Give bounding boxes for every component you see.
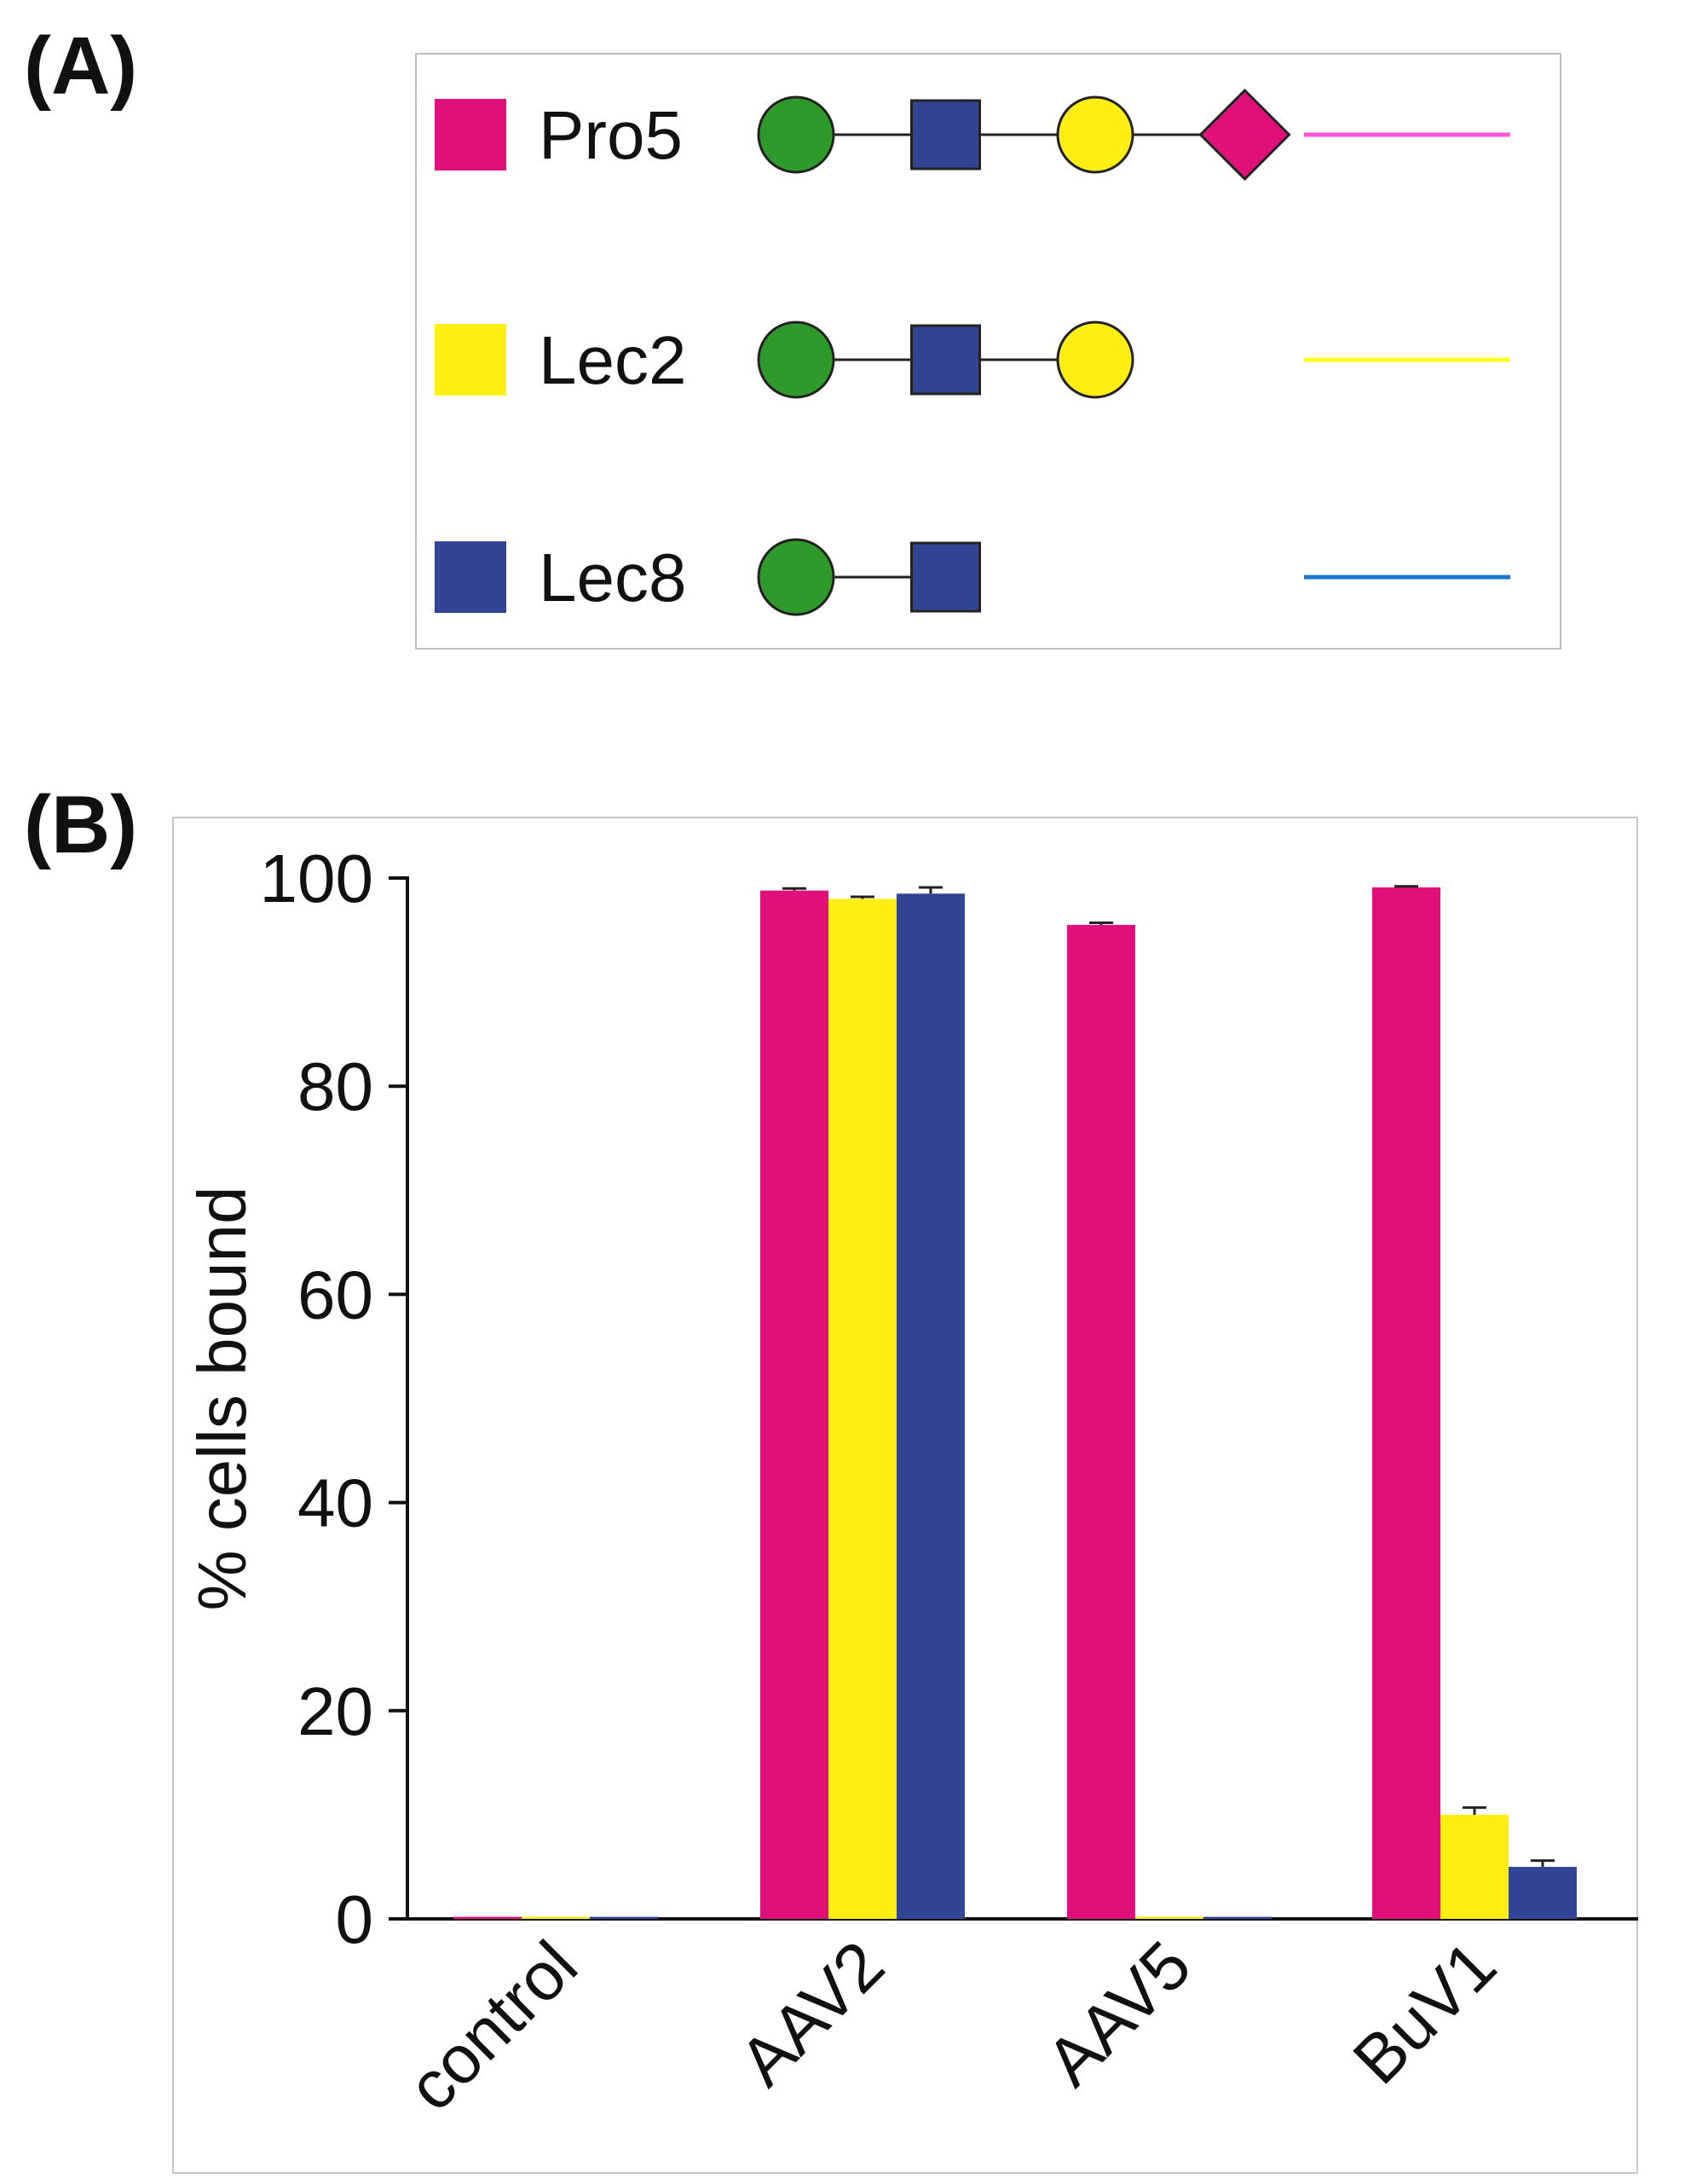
legend-label-lec8: Lec8: [539, 540, 686, 615]
legend-swatch-lec2: [435, 324, 506, 396]
bar-lec8-buv1: [1509, 1866, 1577, 1919]
galactose-circle-icon: [1056, 95, 1134, 174]
bar-lec2-aav2: [828, 898, 897, 1919]
glucose-circle-icon: [757, 538, 835, 616]
bar-pro5-control: [453, 1916, 522, 1919]
bar-lec2-buv1: [1440, 1814, 1509, 1919]
glcnac-square-icon: [910, 324, 981, 396]
x-tick-label-control: control: [393, 1927, 591, 2125]
glcnac-square-icon: [910, 541, 981, 613]
legend: Pro5 Lec2 Lec8: [435, 88, 1510, 616]
x-tick-label-aav5: AAV5: [1032, 1927, 1205, 2100]
bar-pro5-aav5: [1067, 924, 1135, 1919]
legend-label-lec2: Lec2: [539, 322, 686, 398]
y-tick-label: 0: [336, 1881, 374, 1957]
sialic-acid-diamond-icon: [1198, 88, 1291, 182]
glcnac-square-icon: [910, 99, 981, 170]
bar-lec8-control: [590, 1916, 658, 1919]
y-tick-label: 60: [297, 1257, 373, 1332]
bar-pro5-aav2: [760, 890, 828, 1919]
legend-swatch-pro5: [435, 99, 506, 170]
bar-lec2-aav5: [1135, 1916, 1203, 1919]
panel-a-label: (A): [24, 20, 138, 112]
y-tick-label: 80: [297, 1049, 373, 1124]
chart-frame: [172, 817, 1638, 2174]
x-tick-label-aav2: AAV2: [725, 1927, 898, 2100]
legend-label-pro5: Pro5: [539, 97, 683, 173]
y-tick-label: 100: [260, 841, 373, 916]
panel-b-label: (B): [24, 779, 138, 870]
glucose-circle-icon: [757, 95, 835, 174]
galactose-circle-icon: [1056, 321, 1134, 399]
glucose-circle-icon: [757, 321, 835, 399]
bar-lec2-control: [522, 1916, 590, 1919]
legend-swatch-lec8: [435, 541, 506, 613]
bar-pro5-buv1: [1372, 887, 1440, 1919]
y-tick-label: 40: [297, 1465, 373, 1541]
bar-lec8-aav5: [1203, 1916, 1272, 1919]
bar-lec8-aav2: [897, 893, 965, 1919]
y-axis-label: % cells bound: [184, 1186, 260, 1610]
y-tick-label: 20: [297, 1673, 373, 1749]
x-tick-label-buv1: BuV1: [1339, 1927, 1510, 2098]
legend-box: [415, 53, 1561, 650]
